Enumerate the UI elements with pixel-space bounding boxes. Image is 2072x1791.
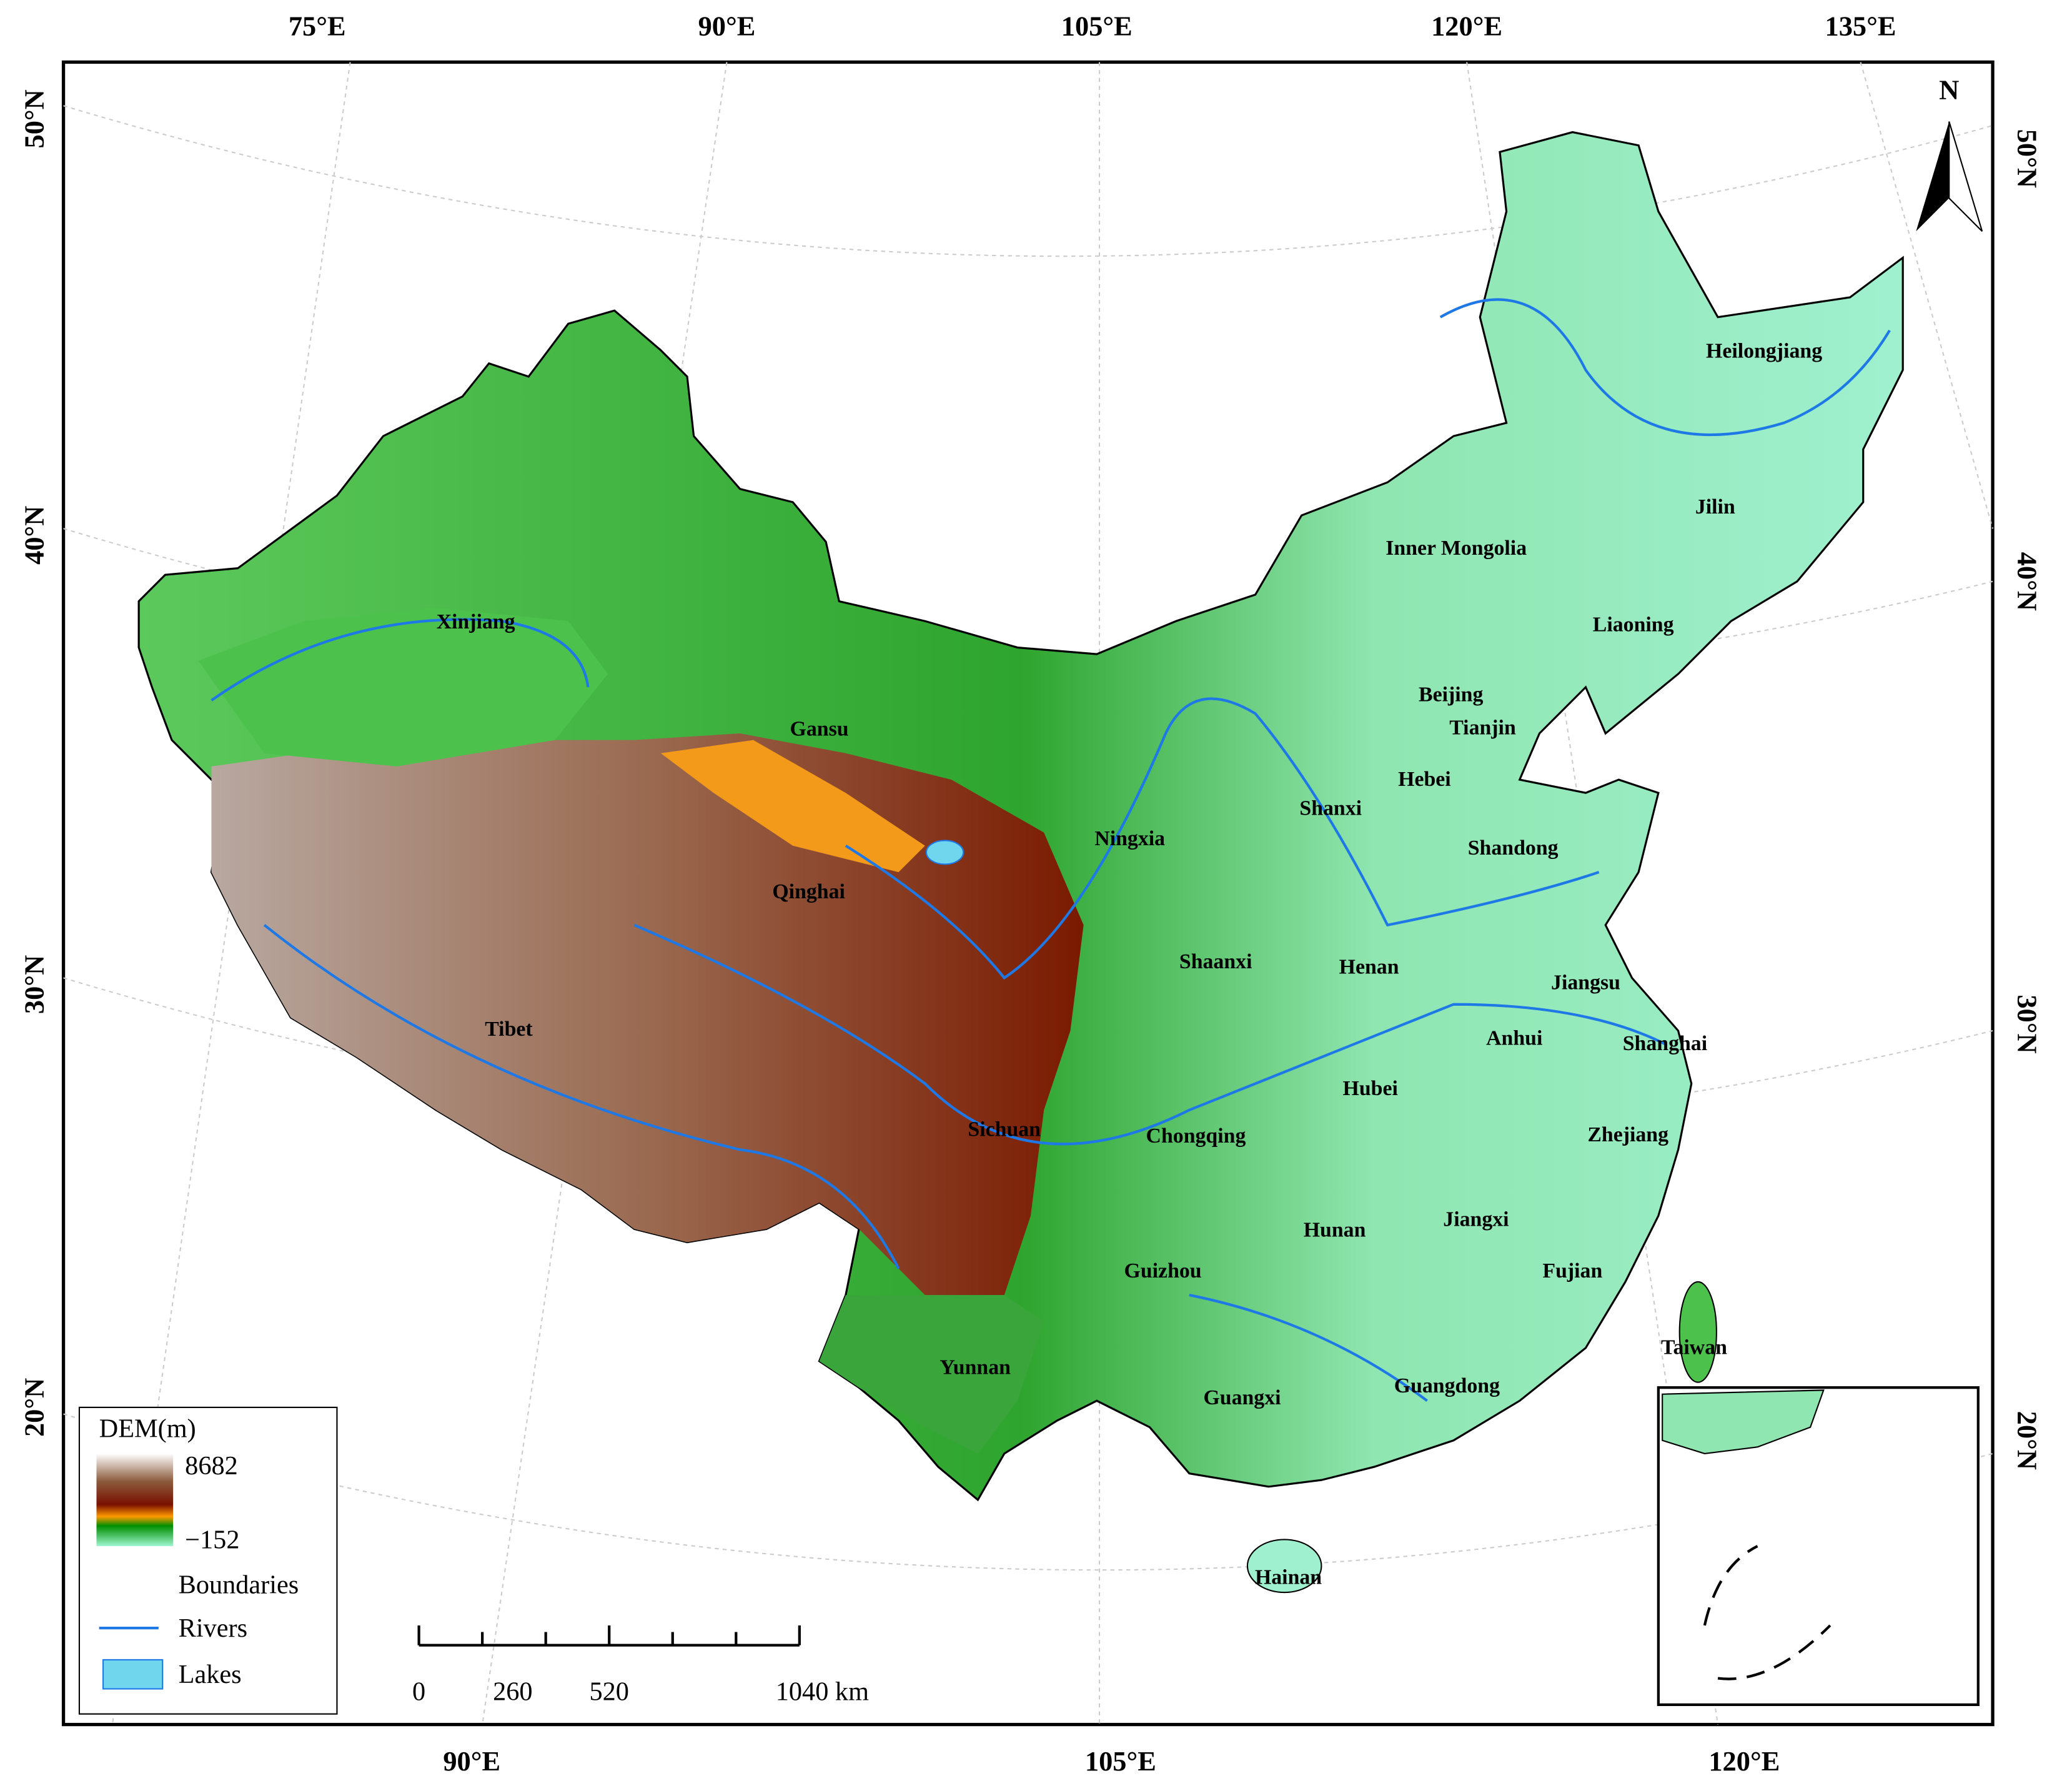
- parallel: [63, 105, 1993, 257]
- legend-item: Lakes: [179, 1660, 242, 1689]
- province-label: Heilongjiang: [1706, 340, 1822, 363]
- top-lon-label: 135°E: [1825, 11, 1896, 42]
- legend-item: Rivers: [179, 1614, 247, 1643]
- river: [845, 697, 1600, 980]
- bottom-lon-label: 120°E: [1708, 1745, 1780, 1777]
- province-label: Shanghai: [1623, 1032, 1707, 1055]
- meridian: [111, 62, 351, 1725]
- scale-label: 520: [589, 1677, 628, 1707]
- top-lon-label: 105°E: [1061, 11, 1133, 42]
- province-label: Guangdong: [1394, 1374, 1500, 1397]
- right-lat-label: 50°N: [2012, 129, 2043, 188]
- right-lat-label: 30°N: [2012, 995, 2043, 1053]
- legend-item: Boundaries: [179, 1570, 299, 1599]
- legend-max: 8682: [185, 1451, 238, 1481]
- scale-label: 1040 km: [776, 1677, 869, 1707]
- top-lon-label: 120°E: [1431, 11, 1502, 42]
- meridian: [1860, 62, 1994, 529]
- highland: [660, 740, 925, 873]
- bottom-lon-label: 105°E: [1085, 1745, 1156, 1777]
- arrow-right: [1948, 121, 1983, 232]
- scale-label: 0: [412, 1677, 425, 1707]
- legend-lake-symbol: [102, 1659, 164, 1690]
- inset-land: [1662, 1389, 1825, 1455]
- province-label: Shaanxi: [1179, 950, 1252, 973]
- basin: [198, 608, 608, 767]
- left-lat-label: 50°N: [18, 89, 49, 148]
- province-label: Hunan: [1304, 1218, 1366, 1241]
- top-lon-label: 90°E: [698, 11, 756, 42]
- north-label: N: [1939, 74, 1959, 105]
- province-label: Guangxi: [1203, 1386, 1281, 1409]
- province-label: Chongqing: [1146, 1124, 1246, 1148]
- province-label: Guizhou: [1124, 1259, 1202, 1282]
- province-label: Taiwan: [1661, 1336, 1727, 1359]
- province-label: Hainan: [1255, 1566, 1322, 1589]
- province-label: Jiangsu: [1551, 971, 1620, 995]
- plateau: [211, 733, 1084, 1296]
- right-lat-label: 40°N: [2012, 552, 2043, 611]
- province-label: Xinjiang: [437, 610, 515, 633]
- province-label: Jiangxi: [1443, 1208, 1509, 1231]
- lake: [925, 840, 964, 865]
- legend: DEM(m) 8682 −152 Boundaries Rivers Lakes: [78, 1406, 338, 1715]
- scale-line: [417, 1625, 801, 1647]
- river: [633, 923, 1666, 1146]
- bottom-lon-label: 90°E: [443, 1745, 500, 1777]
- rivers: [211, 298, 1891, 1402]
- province-label: Shanxi: [1299, 797, 1362, 820]
- right-lat-label: 20°N: [2012, 1411, 2043, 1470]
- legend-ramp: [96, 1453, 174, 1547]
- inset-boundary: [1703, 1545, 1832, 1680]
- lowland: [819, 1295, 1044, 1454]
- province-label: Qinghai: [772, 880, 845, 903]
- scale-label: 260: [493, 1677, 532, 1707]
- left-lat-label: 30°N: [18, 955, 49, 1014]
- province-label: Tianjin: [1449, 716, 1516, 739]
- province-label: Henan: [1339, 955, 1399, 978]
- province-label: Hubei: [1343, 1077, 1398, 1100]
- province-label: Ningxia: [1094, 827, 1165, 850]
- hainan-island: [1246, 1539, 1322, 1594]
- province-label: Zhejiang: [1587, 1123, 1668, 1146]
- left-lat-label: 20°N: [18, 1378, 49, 1437]
- taiwan-island: [1678, 1281, 1717, 1383]
- legend-title: DEM(m): [99, 1414, 196, 1444]
- river: [211, 618, 590, 702]
- province-label: Inner Mongolia: [1385, 537, 1527, 560]
- province-label: Jilin: [1695, 495, 1735, 518]
- province-label: Sichuan: [968, 1118, 1041, 1141]
- province-label: Beijing: [1419, 683, 1483, 707]
- province-label: Anhui: [1486, 1027, 1542, 1050]
- river: [1189, 1294, 1428, 1402]
- province-label: Fujian: [1542, 1259, 1602, 1282]
- legend-min: −152: [185, 1525, 239, 1554]
- province-label: Tibet: [485, 1018, 533, 1041]
- province-label: Shandong: [1468, 836, 1559, 860]
- river: [1439, 298, 1891, 437]
- meridian: [482, 62, 728, 1725]
- top-lon-label: 75°E: [289, 11, 346, 42]
- province-label: Liaoning: [1593, 613, 1674, 636]
- province-label: Yunnan: [939, 1356, 1011, 1379]
- scale-bar: 0 260 520 1040 km: [412, 1625, 869, 1707]
- left-lat-label: 40°N: [18, 506, 49, 565]
- province-label: Gansu: [790, 718, 849, 741]
- province-label: Hebei: [1398, 768, 1451, 791]
- river: [263, 924, 900, 1269]
